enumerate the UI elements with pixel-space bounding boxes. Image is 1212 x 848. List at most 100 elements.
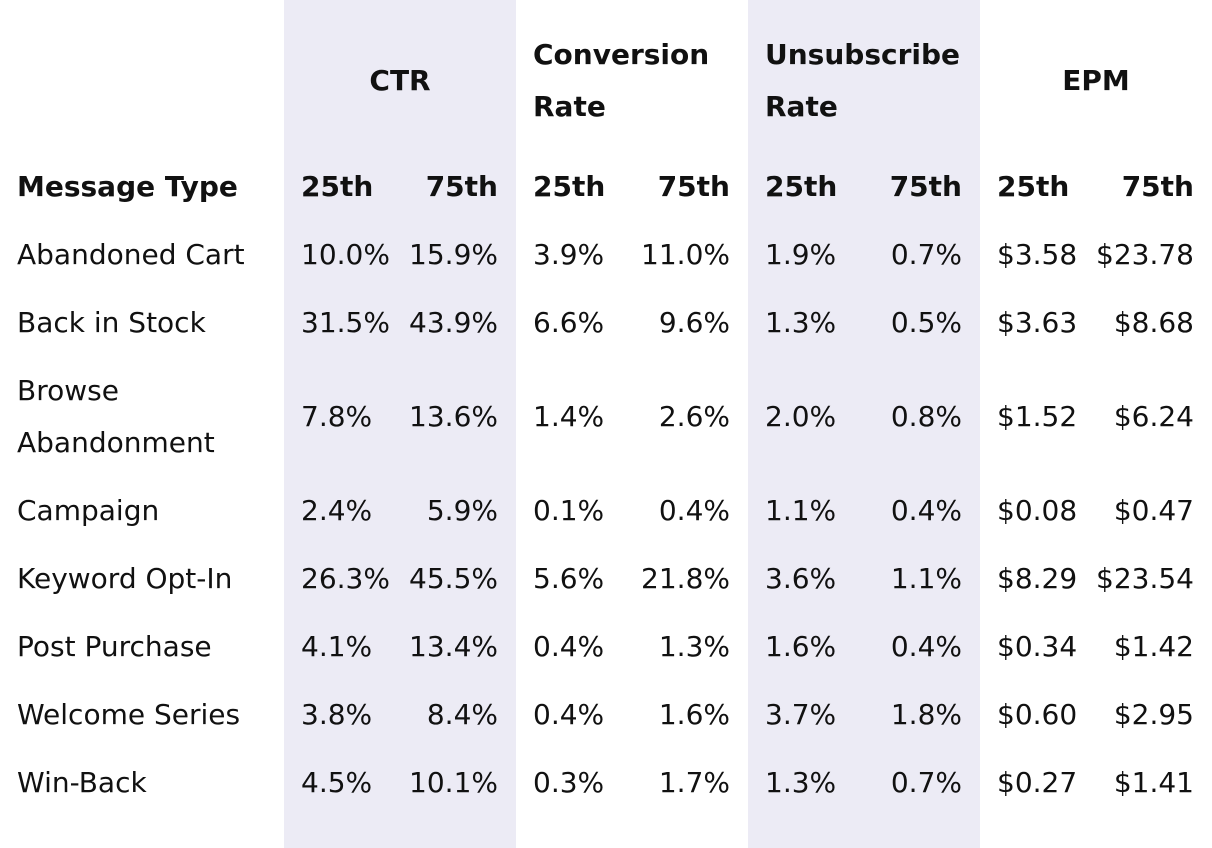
group-header-text: Unsubscribe Rate (765, 38, 961, 123)
column-header: 75th (1080, 153, 1194, 221)
column-header-text: 25th (533, 170, 606, 203)
column-shade (748, 0, 980, 848)
cell-value: 15.9% (384, 221, 498, 289)
cell-value-text: 1.1% (890, 562, 962, 595)
cell-value-text: 0.4% (658, 494, 730, 527)
cell-value: 3.9% (533, 221, 653, 289)
cell-value-text: $1.42 (1113, 630, 1194, 663)
cell-value: $0.34 (997, 613, 1117, 681)
column-header: 25th (997, 153, 1117, 221)
group-header: EPM (980, 29, 1212, 133)
cell-value-text: 0.5% (890, 306, 962, 339)
cell-value-text: 10.0% (301, 238, 390, 271)
cell-value: $0.47 (1080, 477, 1194, 545)
cell-value: $1.42 (1080, 613, 1194, 681)
column-header-text: 75th (657, 170, 730, 203)
cell-value-text: 0.7% (890, 766, 962, 799)
cell-value: 26.3% (301, 545, 421, 613)
cell-value: $23.54 (1080, 545, 1194, 613)
cell-value: 43.9% (384, 289, 498, 357)
cell-value-text: 4.1% (301, 630, 373, 663)
cell-value: 0.4% (533, 613, 653, 681)
cell-value-text: 0.4% (890, 494, 962, 527)
column-header-text: 25th (997, 170, 1070, 203)
cell-value: $0.60 (997, 681, 1117, 749)
cell-value-text: $6.24 (1113, 400, 1194, 433)
cell-value-text: 3.6% (765, 562, 837, 595)
cell-value: 10.0% (301, 221, 421, 289)
cell-value: 5.6% (533, 545, 653, 613)
group-header: Unsubscribe Rate (748, 29, 980, 133)
cell-value: 5.9% (384, 477, 498, 545)
column-header-text: Message Type (17, 170, 238, 203)
column-header-text: 75th (425, 170, 498, 203)
cell-value: 13.6% (384, 357, 498, 477)
cell-value-text: 1.3% (658, 630, 730, 663)
cell-value-text: 3.9% (533, 238, 605, 271)
cell-value: 1.3% (765, 749, 885, 817)
cell-value-text: 1.3% (765, 306, 837, 339)
cell-value-text: $0.08 (997, 494, 1078, 527)
row-label-text: Keyword Opt-In (17, 562, 233, 595)
cell-value: $8.68 (1080, 289, 1194, 357)
cell-value: 2.6% (616, 357, 730, 477)
cell-value: 0.5% (848, 289, 962, 357)
cell-value-text: $23.78 (1096, 238, 1194, 271)
row-label: Campaign (17, 477, 282, 545)
cell-value-text: 0.4% (533, 698, 605, 731)
cell-value-text: 2.6% (658, 400, 730, 433)
cell-value: 45.5% (384, 545, 498, 613)
cell-value-text: 2.0% (765, 400, 837, 433)
cell-value: $8.29 (997, 545, 1117, 613)
cell-value: 1.3% (765, 289, 885, 357)
cell-value: $6.24 (1080, 357, 1194, 477)
cell-value: 0.4% (848, 477, 962, 545)
cell-value-text: 43.9% (409, 306, 498, 339)
cell-value: $0.08 (997, 477, 1117, 545)
cell-value: 6.6% (533, 289, 653, 357)
cell-value-text: 3.7% (765, 698, 837, 731)
cell-value: 1.4% (533, 357, 653, 477)
column-header-text: 25th (765, 170, 838, 203)
group-header: Conversion Rate (516, 29, 748, 133)
cell-value-text: $0.60 (997, 698, 1078, 731)
row-label: Welcome Series (17, 681, 282, 749)
cell-value-text: 21.8% (641, 562, 730, 595)
cell-value-text: 1.4% (533, 400, 605, 433)
cell-value-text: $2.95 (1113, 698, 1194, 731)
cell-value: 1.9% (765, 221, 885, 289)
cell-value-text: 10.1% (409, 766, 498, 799)
cell-value-text: $0.34 (997, 630, 1078, 663)
cell-value-text: 0.7% (890, 238, 962, 271)
cell-value-text: 1.9% (765, 238, 837, 271)
row-label: Abandoned Cart (17, 221, 282, 289)
row-label: Browse Abandonment (17, 357, 282, 477)
row-label-text: Browse Abandonment (17, 374, 215, 459)
cell-value: $0.27 (997, 749, 1117, 817)
column-header: 75th (848, 153, 962, 221)
column-header: 25th (533, 153, 653, 221)
cell-value: 2.0% (765, 357, 885, 477)
cell-value: 0.4% (848, 613, 962, 681)
cell-value: 3.7% (765, 681, 885, 749)
column-header-text: 75th (889, 170, 962, 203)
cell-value-text: $8.68 (1113, 306, 1194, 339)
cell-value-text: 0.3% (533, 766, 605, 799)
cell-value: 0.8% (848, 357, 962, 477)
cell-value: 4.5% (301, 749, 421, 817)
group-header-text: EPM (1062, 64, 1130, 97)
column-header-text: 25th (301, 170, 374, 203)
cell-value: $3.58 (997, 221, 1117, 289)
cell-value: 1.6% (765, 613, 885, 681)
cell-value: 0.1% (533, 477, 653, 545)
cell-value: 0.4% (533, 681, 653, 749)
cell-value-text: 1.6% (765, 630, 837, 663)
cell-value: 1.1% (848, 545, 962, 613)
cell-value-text: 13.6% (409, 400, 498, 433)
cell-value-text: 5.6% (533, 562, 605, 595)
cell-value-text: 1.8% (890, 698, 962, 731)
cell-value-text: 9.6% (658, 306, 730, 339)
cell-value: 7.8% (301, 357, 421, 477)
cell-value: $3.63 (997, 289, 1117, 357)
